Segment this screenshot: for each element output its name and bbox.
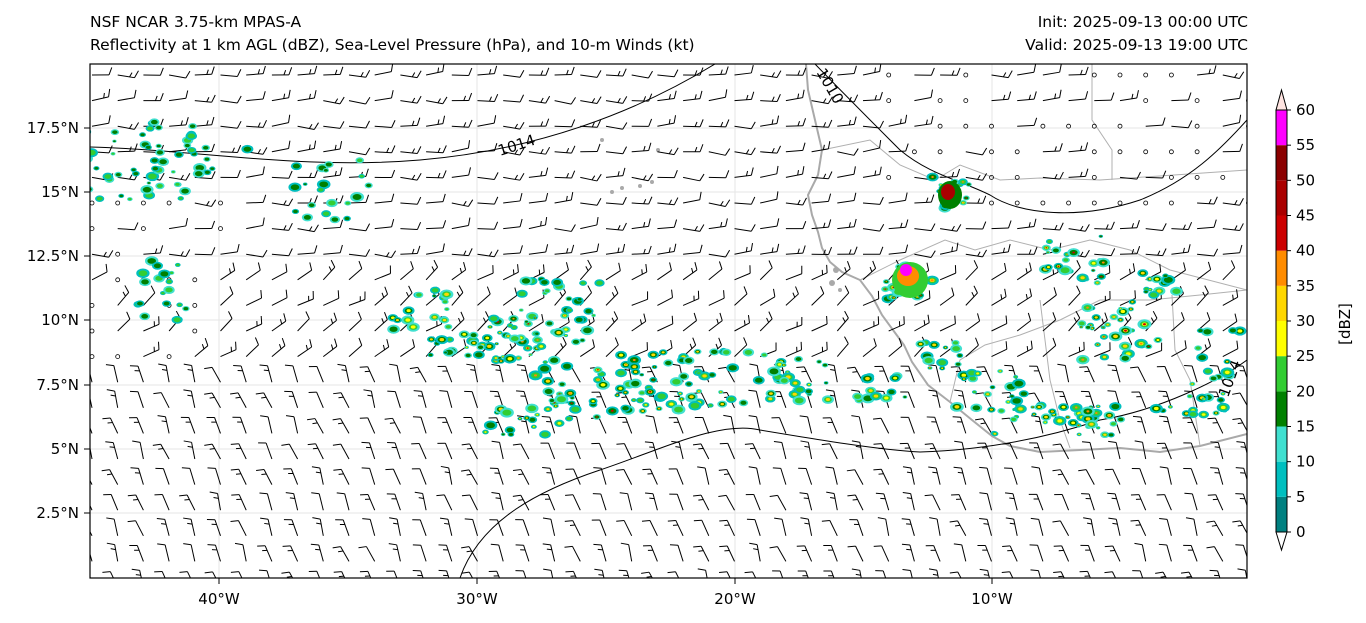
colorbar-tick-25: 25 bbox=[1296, 347, 1315, 365]
colorbar-segment bbox=[1276, 110, 1287, 146]
colorbar-segment bbox=[1276, 285, 1287, 321]
colorbar-tick-0: 0 bbox=[1296, 523, 1306, 541]
colorbar-extend-high bbox=[1275, 88, 1288, 111]
colorbar-extend-low bbox=[1275, 531, 1288, 552]
lat-label-12-5: 12.5°N bbox=[27, 247, 79, 265]
colorbar-segment bbox=[1276, 391, 1287, 427]
wind-barbs bbox=[90, 64, 1247, 578]
colorbar-segment bbox=[1276, 321, 1287, 357]
colorbar-tick-15: 15 bbox=[1296, 418, 1315, 436]
colorbar-tick-10: 10 bbox=[1296, 453, 1315, 471]
colorbar-segment bbox=[1276, 426, 1287, 462]
colorbar-tick-50: 50 bbox=[1296, 171, 1315, 189]
colorbar-tick-5: 5 bbox=[1296, 488, 1306, 506]
latitude-axis bbox=[84, 127, 90, 514]
colorbar-segment bbox=[1276, 496, 1287, 532]
lat-label-5: 5°N bbox=[51, 440, 79, 458]
lon-label-40w: 40°W bbox=[198, 590, 240, 608]
colorbar-segment bbox=[1276, 180, 1287, 216]
colorbar-tick-30: 30 bbox=[1296, 312, 1315, 330]
reflectivity-cell bbox=[90, 186, 94, 193]
colorbar-tick-45: 45 bbox=[1296, 207, 1315, 225]
africa-coastline bbox=[805, 64, 1247, 454]
colorbar-tick-40: 40 bbox=[1296, 242, 1315, 260]
colorbar-tick-55: 55 bbox=[1296, 136, 1315, 154]
graticule bbox=[90, 64, 1247, 578]
lat-label-10: 10°N bbox=[41, 311, 79, 329]
colorbar-segment bbox=[1276, 461, 1287, 497]
reflectivity-field bbox=[78, 118, 1247, 439]
colorbar-segment bbox=[1276, 145, 1287, 181]
colorbar-segment bbox=[1276, 250, 1287, 286]
latitude-labels: 17.5°N 15°N 12.5°N 10°N 7.5°N 5°N 2.5°N bbox=[27, 119, 79, 522]
coastal-islands bbox=[600, 138, 842, 292]
colorbar-tick-35: 35 bbox=[1296, 277, 1315, 295]
reflectivity-cell bbox=[83, 146, 88, 150]
model-title: NSF NCAR 3.75-km MPAS-A bbox=[90, 13, 302, 31]
lon-label-20w: 20°W bbox=[714, 590, 756, 608]
lat-label-17-5: 17.5°N bbox=[27, 119, 79, 137]
colorbar-tick-20: 20 bbox=[1296, 382, 1315, 400]
field-description: Reflectivity at 1 km AGL (dBZ), Sea-Leve… bbox=[90, 36, 695, 54]
country-borders bbox=[821, 64, 1247, 449]
longitude-axis bbox=[218, 578, 993, 584]
map-background bbox=[90, 64, 1247, 578]
colorbar: 0 5 10 15 20 25 30 35 40 45 50 55 60 bbox=[1275, 88, 1315, 552]
map-frame bbox=[89, 63, 1248, 579]
lat-label-7-5: 7.5°N bbox=[36, 376, 79, 394]
lon-label-30w: 30°W bbox=[456, 590, 498, 608]
colorbar-tick-60: 60 bbox=[1296, 101, 1315, 119]
lat-label-15: 15°N bbox=[41, 183, 79, 201]
reflectivity-cell bbox=[78, 179, 88, 186]
init-time: Init: 2025-09-13 00:00 UTC bbox=[1037, 13, 1248, 31]
valid-time: Valid: 2025-09-13 19:00 UTC bbox=[1025, 36, 1248, 54]
colorbar-segment bbox=[1276, 356, 1287, 392]
colorbar-label: [dBZ] bbox=[1336, 303, 1354, 345]
lat-label-2-5: 2.5°N bbox=[36, 504, 79, 522]
lon-label-10w: 10°W bbox=[971, 590, 1013, 608]
longitude-labels: 40°W 30°W 20°W 10°W bbox=[198, 590, 1013, 608]
colorbar-segment bbox=[1276, 215, 1287, 251]
